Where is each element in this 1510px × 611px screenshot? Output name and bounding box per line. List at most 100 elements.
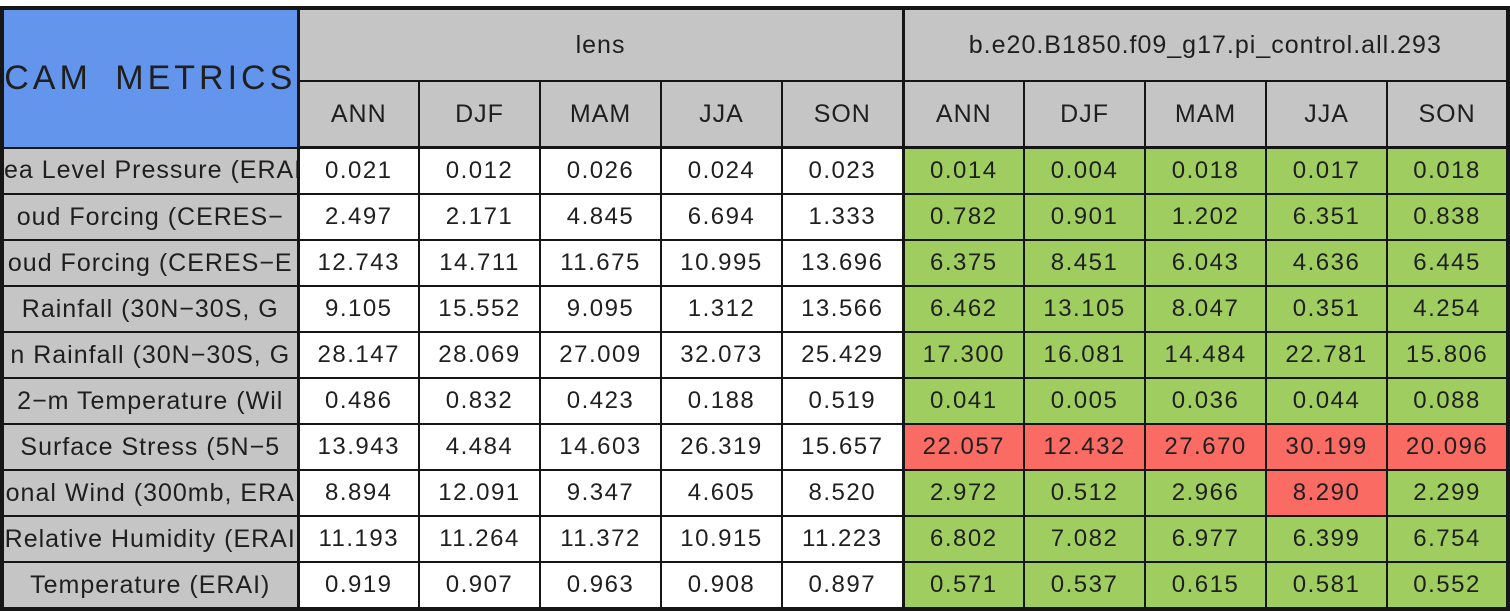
metric-label: n Rainfall (30N−30S, G xyxy=(1,331,299,379)
model-value: 0.017 xyxy=(1265,146,1389,195)
model-value: 0.036 xyxy=(1144,377,1268,425)
metric-label: Relative Humidity (ERAI xyxy=(1,515,299,563)
lens-value: 15.657 xyxy=(780,423,905,471)
model-value: 30.199 xyxy=(1265,423,1389,471)
model-value: 4.636 xyxy=(1265,239,1389,287)
lens-value: 0.963 xyxy=(539,561,662,610)
lens-value: 28.069 xyxy=(418,331,541,379)
metric-row: Surface Stress (5N−5 13.943 4.484 14.603 26.… xyxy=(1,423,1510,471)
model-value: 8.290 xyxy=(1265,469,1389,517)
model-value: 7.082 xyxy=(1023,515,1147,563)
metric-label: Temperature (ERAI) xyxy=(1,561,299,610)
season-header: DJF xyxy=(418,80,541,149)
lens-value: 6.694 xyxy=(660,193,783,241)
lens-value: 14.711 xyxy=(418,239,541,287)
metric-row: n Rainfall (30N−30S, G 28.147 28.069 27.009… xyxy=(1,331,1510,379)
metric-row: 2−m Temperature (Wil 0.486 0.832 0.423 0.188… xyxy=(1,377,1510,425)
season-header: JJA xyxy=(1265,80,1389,149)
model-value: 0.018 xyxy=(1386,146,1510,195)
lens-value: 27.009 xyxy=(539,331,662,379)
lens-value: 0.026 xyxy=(539,146,662,195)
model-value: 6.351 xyxy=(1265,193,1389,241)
season-header: MAM xyxy=(539,80,662,149)
lens-value: 13.943 xyxy=(296,423,420,471)
lens-value: 13.696 xyxy=(780,239,905,287)
model-value: 0.018 xyxy=(1144,146,1268,195)
lens-value: 12.743 xyxy=(296,239,420,287)
model-value: 6.375 xyxy=(901,239,1026,287)
model-value: 27.670 xyxy=(1144,423,1268,471)
lens-value: 11.675 xyxy=(539,239,662,287)
lens-value: 25.429 xyxy=(780,331,905,379)
metric-label: onal Wind (300mb, ERA xyxy=(1,469,299,517)
model-value: 6.802 xyxy=(901,515,1026,563)
model-value: 16.081 xyxy=(1023,331,1147,379)
lens-value: 0.012 xyxy=(418,146,541,195)
group-header-row: CAM METRICS lens b.e20.B1850.f09_g17.pi_… xyxy=(1,7,1510,149)
model-value: 15.806 xyxy=(1386,331,1510,379)
metric-row: Rainfall (30N−30S, G 9.105 15.552 9.095 1.31… xyxy=(1,285,1510,333)
model-value: 2.972 xyxy=(901,469,1026,517)
metric-row: oud Forcing (CERES−E 12.743 14.711 11.675 10… xyxy=(1,239,1510,287)
lens-value: 10.995 xyxy=(660,239,783,287)
model-value: 0.041 xyxy=(901,377,1026,425)
metric-label: oud Forcing (CERES− xyxy=(1,193,299,241)
model-value: 1.202 xyxy=(1144,193,1268,241)
model-value: 6.462 xyxy=(901,285,1026,333)
lens-value: 0.832 xyxy=(418,377,541,425)
metric-label: oud Forcing (CERES−E xyxy=(1,239,299,287)
season-header: SON xyxy=(1386,80,1510,149)
model-value: 0.014 xyxy=(901,146,1026,195)
lens-value: 28.147 xyxy=(296,331,420,379)
model-value: 6.043 xyxy=(1144,239,1268,287)
lens-value: 4.605 xyxy=(660,469,783,517)
lens-value: 9.347 xyxy=(539,469,662,517)
lens-value: 0.919 xyxy=(296,561,420,610)
lens-value: 0.897 xyxy=(780,561,905,610)
lens-value: 12.091 xyxy=(418,469,541,517)
model-value: 0.838 xyxy=(1386,193,1510,241)
lens-value: 9.095 xyxy=(539,285,662,333)
model-value: 0.901 xyxy=(1023,193,1147,241)
model-value: 0.512 xyxy=(1023,469,1147,517)
model-value: 0.004 xyxy=(1023,146,1147,195)
model-value: 6.399 xyxy=(1265,515,1389,563)
lens-value: 10.915 xyxy=(660,515,783,563)
lens-value: 0.907 xyxy=(418,561,541,610)
lens-value: 2.171 xyxy=(418,193,541,241)
lens-value: 0.021 xyxy=(296,146,420,195)
lens-value: 13.566 xyxy=(780,285,905,333)
lens-value: 8.520 xyxy=(780,469,905,517)
metric-row: Temperature (ERAI) 0.919 0.907 0.963 0.908 0.… xyxy=(1,561,1510,610)
lens-value: 9.105 xyxy=(296,285,420,333)
group-header-model-case: b.e20.B1850.f09_g17.pi_control.all.293 xyxy=(901,7,1510,82)
metric-row: ea Level Pressure (ERAI 0.021 0.012 0.026 0.… xyxy=(1,146,1510,195)
model-value: 0.552 xyxy=(1386,561,1510,610)
cam-metrics-table: CAM METRICS lens b.e20.B1850.f09_g17.pi_… xyxy=(0,6,1510,611)
metric-label: 2−m Temperature (Wil xyxy=(1,377,299,425)
lens-value: 0.423 xyxy=(539,377,662,425)
lens-value: 0.024 xyxy=(660,146,783,195)
model-value: 0.581 xyxy=(1265,561,1389,610)
model-value: 0.782 xyxy=(901,193,1026,241)
lens-value: 0.908 xyxy=(660,561,783,610)
lens-value: 15.552 xyxy=(418,285,541,333)
model-value: 0.088 xyxy=(1386,377,1510,425)
model-value: 8.451 xyxy=(1023,239,1147,287)
model-value: 2.299 xyxy=(1386,469,1510,517)
season-header: SON xyxy=(780,80,905,149)
lens-value: 0.188 xyxy=(660,377,783,425)
model-value: 17.300 xyxy=(901,331,1026,379)
lens-value: 11.223 xyxy=(780,515,905,563)
lens-value: 0.023 xyxy=(780,146,905,195)
lens-value: 1.312 xyxy=(660,285,783,333)
model-value: 6.445 xyxy=(1386,239,1510,287)
season-header: DJF xyxy=(1023,80,1147,149)
lens-value: 11.264 xyxy=(418,515,541,563)
lens-value: 0.486 xyxy=(296,377,420,425)
table-title: CAM METRICS xyxy=(1,7,299,149)
model-value: 0.537 xyxy=(1023,561,1147,610)
model-value: 4.254 xyxy=(1386,285,1510,333)
model-value: 0.351 xyxy=(1265,285,1389,333)
lens-value: 4.845 xyxy=(539,193,662,241)
